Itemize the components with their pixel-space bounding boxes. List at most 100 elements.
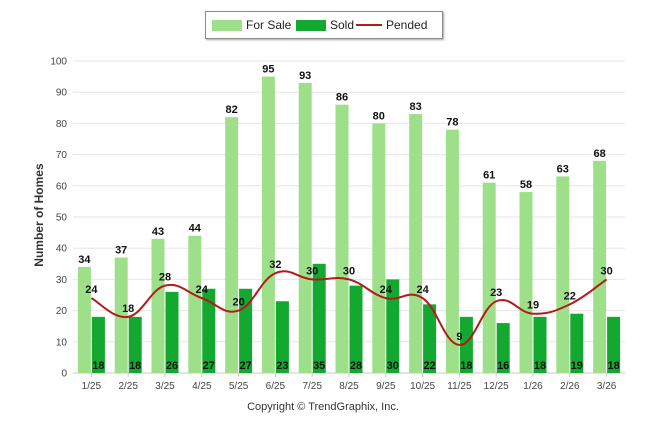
- bar-sold: [386, 279, 400, 373]
- x-tick-label: 1/25: [82, 381, 102, 392]
- bar-for-sale: [445, 129, 459, 373]
- data-label-sold: 18: [607, 360, 619, 372]
- data-label-sold: 18: [460, 360, 472, 372]
- bar-sold: [202, 288, 216, 373]
- bar-for-sale: [556, 176, 570, 373]
- for-sale-swatch-icon: [212, 19, 242, 31]
- data-label-for-sale: 93: [299, 70, 311, 82]
- data-label-for-sale: 83: [409, 101, 421, 113]
- bar-for-sale: [335, 104, 349, 374]
- data-label-pended: 24: [416, 284, 429, 296]
- x-tick-label: 8/25: [339, 381, 359, 392]
- data-label-pended: 30: [343, 265, 355, 277]
- y-tick-label: 30: [56, 275, 68, 286]
- bar-for-sale: [188, 235, 202, 373]
- data-label-pended: 22: [564, 290, 576, 302]
- x-tick-label: 4/25: [192, 381, 212, 392]
- y-axis-title: Number of Homes: [32, 163, 46, 267]
- x-tick-label: 12/25: [484, 381, 509, 392]
- y-tick-label: 50: [56, 213, 68, 224]
- data-label-for-sale: 80: [373, 110, 385, 122]
- x-tick-label: 2/26: [560, 381, 580, 392]
- bar-sold: [275, 301, 289, 373]
- x-tick-label: 11/25: [447, 381, 472, 392]
- bar-sold: [459, 316, 473, 373]
- data-label-sold: 18: [92, 360, 104, 372]
- data-label-sold: 23: [276, 360, 288, 372]
- data-label-sold: 35: [313, 360, 325, 372]
- bar-sold: [312, 263, 326, 373]
- data-label-sold: 28: [350, 360, 362, 372]
- sold-swatch-icon: [296, 19, 326, 31]
- data-label-pended: 19: [527, 300, 539, 312]
- data-label-pended: 20: [232, 297, 244, 309]
- x-tick-label: 2/25: [118, 381, 138, 392]
- x-tick-label: 10/25: [410, 381, 435, 392]
- data-label-pended: 24: [85, 284, 98, 296]
- bar-for-sale: [261, 76, 275, 373]
- bar-for-sale: [114, 257, 128, 373]
- data-label-for-sale: 43: [152, 226, 164, 238]
- bar-sold: [128, 316, 142, 373]
- data-label-sold: 16: [497, 360, 509, 372]
- data-label-for-sale: 61: [483, 170, 495, 182]
- y-tick-label: 60: [56, 181, 68, 192]
- bar-sold: [165, 291, 179, 373]
- y-tick-label: 100: [50, 57, 67, 68]
- data-label-for-sale: 82: [225, 104, 237, 116]
- line-pended: [90, 270, 608, 346]
- y-tick-label: 90: [56, 88, 68, 99]
- y-tick-label: 0: [61, 369, 67, 380]
- data-label-pended: 24: [380, 284, 393, 296]
- pended-line-icon: [356, 24, 382, 26]
- bar-for-sale: [519, 192, 533, 373]
- data-label-sold: 26: [166, 360, 178, 372]
- bar-sold: [533, 316, 547, 373]
- legend-item-pended[interactable]: Pended: [356, 18, 427, 32]
- bar-sold: [91, 316, 105, 373]
- data-label-for-sale: 37: [115, 245, 127, 257]
- data-label-pended: 30: [600, 265, 612, 277]
- data-label-pended: 30: [306, 265, 318, 277]
- data-label-for-sale: 44: [189, 223, 202, 235]
- y-tick-label: 20: [56, 306, 68, 317]
- x-tick-label: 1/26: [523, 381, 543, 392]
- data-label-sold: 22: [423, 360, 435, 372]
- data-label-sold: 30: [387, 360, 399, 372]
- x-tick-label: 6/25: [266, 381, 286, 392]
- x-tick-label: 9/25: [376, 381, 396, 392]
- data-label-sold: 19: [571, 360, 583, 372]
- bar-for-sale: [372, 123, 386, 374]
- data-label-for-sale: 68: [593, 148, 605, 160]
- legend-label-for-sale: For Sale: [246, 18, 292, 32]
- data-label-for-sale: 86: [336, 92, 348, 104]
- data-label-sold: 18: [129, 360, 141, 372]
- data-label-for-sale: 34: [78, 254, 91, 266]
- data-label-pended: 18: [122, 303, 134, 315]
- data-label-for-sale: 63: [557, 163, 569, 175]
- bar-sold: [570, 313, 584, 373]
- data-label-sold: 18: [534, 360, 546, 372]
- y-tick-label: 40: [56, 244, 68, 255]
- bar-for-sale: [77, 266, 91, 373]
- data-label-pended: 23: [490, 287, 502, 299]
- y-tick-label: 70: [56, 150, 68, 161]
- x-tick-label: 3/26: [597, 381, 617, 392]
- data-label-for-sale: 95: [262, 64, 274, 76]
- x-tick-label: 5/25: [229, 381, 249, 392]
- legend-label-sold: Sold: [330, 18, 355, 32]
- bar-for-sale: [298, 82, 312, 373]
- data-label-sold: 27: [239, 360, 251, 372]
- bar-for-sale: [151, 238, 165, 373]
- copyright: Copyright © TrendGraphix, Inc.: [247, 401, 399, 413]
- data-label-pended: 9: [456, 331, 462, 343]
- legend-item-sold[interactable]: Sold: [296, 18, 354, 32]
- y-tick-label: 10: [56, 337, 68, 348]
- legend: For Sale Sold Pended: [205, 11, 443, 39]
- legend-item-for-sale[interactable]: For Sale: [212, 18, 291, 32]
- bar-sold: [607, 316, 621, 373]
- data-label-sold: 27: [203, 360, 215, 372]
- data-label-for-sale: 58: [520, 179, 532, 191]
- bar-for-sale: [225, 117, 239, 373]
